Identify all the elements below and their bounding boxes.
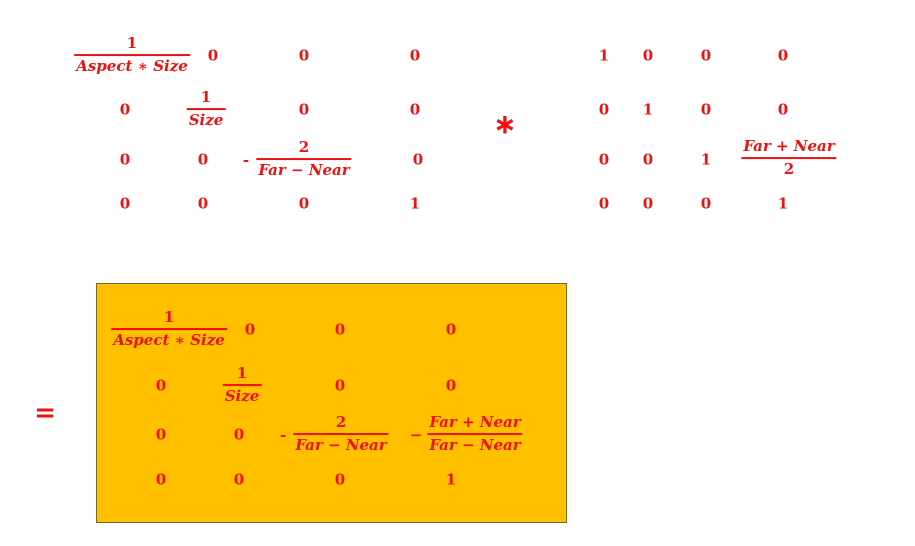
denominator: Size: [187, 112, 226, 129]
result-r0c0-fraction: 1 Aspect ∗ Size: [111, 309, 227, 349]
right-r1c1: 1: [643, 103, 653, 118]
left-r0c1: 0: [208, 49, 218, 64]
right-r1c0: 0: [599, 103, 609, 118]
numerator: 1: [199, 89, 213, 106]
left-r2c1: 0: [198, 153, 208, 168]
right-r3c0: 0: [599, 197, 609, 212]
result-r1c3: 0: [446, 379, 456, 394]
right-r3c3: 1: [778, 197, 788, 212]
fraction-bar: [74, 54, 190, 55]
left-r0c0-fraction: 1 Aspect ∗ Size: [74, 35, 190, 75]
right-r1c2: 0: [701, 103, 711, 118]
numerator: 2: [297, 139, 311, 156]
left-r0c2: 0: [299, 49, 309, 64]
fraction-bar: [293, 433, 388, 434]
left-r2c0: 0: [120, 153, 130, 168]
left-r1c0: 0: [120, 103, 130, 118]
numerator: 1: [162, 309, 176, 326]
result-r1c0: 0: [156, 379, 166, 394]
left-r3c3: 1: [410, 197, 420, 212]
right-r2c0: 0: [599, 153, 609, 168]
right-r2c3-fraction: Far + Near 2: [741, 138, 836, 178]
result-r0c1: 0: [245, 323, 255, 338]
equals-operator: =: [34, 398, 56, 428]
fraction-bar: [223, 384, 262, 385]
result-r2c1: 0: [234, 428, 244, 443]
fraction-bar: [256, 158, 351, 159]
left-r3c1: 0: [198, 197, 208, 212]
result-r0c3: 0: [446, 323, 456, 338]
denominator: 2: [782, 161, 796, 178]
right-r0c2: 0: [701, 49, 711, 64]
left-r0c3: 0: [410, 49, 420, 64]
result-r3c1: 0: [234, 473, 244, 488]
result-r2c2-fraction: 2 Far − Near: [293, 414, 388, 454]
result-r2c0: 0: [156, 428, 166, 443]
result-r1c2: 0: [335, 379, 345, 394]
right-r2c1: 0: [643, 153, 653, 168]
denominator: Size: [223, 388, 262, 405]
right-r1c3: 0: [778, 103, 788, 118]
result-r1c1-fraction: 1 Size: [223, 365, 262, 405]
fraction-bar: [427, 433, 522, 434]
denominator: Far − Near: [256, 162, 351, 179]
fraction-bar: [741, 157, 836, 158]
right-r3c1: 0: [643, 197, 653, 212]
left-r1c2: 0: [299, 103, 309, 118]
right-r0c0: 1: [599, 49, 609, 64]
denominator: Far − Near: [427, 437, 522, 454]
numerator: Far + Near: [427, 414, 522, 431]
denominator: Aspect ∗ Size: [74, 58, 190, 75]
right-r2c2: 1: [701, 153, 711, 168]
left-r2c2-fraction: 2 Far − Near: [256, 139, 351, 179]
result-r2c3-fraction: Far + Near Far − Near: [427, 414, 522, 454]
left-r3c2: 0: [299, 197, 309, 212]
left-r1c3: 0: [410, 103, 420, 118]
result-r3c3: 1: [446, 473, 456, 488]
result-r3c0: 0: [156, 473, 166, 488]
left-r2c2-minus-sign: -: [243, 151, 249, 169]
numerator: Far + Near: [741, 138, 836, 155]
result-r3c2: 0: [335, 473, 345, 488]
result-r2c3-minus-sign: −: [410, 426, 423, 444]
left-r1c1-fraction: 1 Size: [187, 89, 226, 129]
denominator: Aspect ∗ Size: [111, 332, 227, 349]
left-r3c0: 0: [120, 197, 130, 212]
result-r2c2-minus-sign: -: [280, 426, 286, 444]
right-r0c3: 0: [778, 49, 788, 64]
fraction-bar: [111, 328, 227, 329]
right-r3c2: 0: [701, 197, 711, 212]
fraction-bar: [187, 108, 226, 109]
numerator: 1: [235, 365, 249, 382]
result-r0c2: 0: [335, 323, 345, 338]
numerator: 2: [334, 414, 348, 431]
multiply-operator: ∗: [493, 108, 516, 141]
left-r2c3: 0: [413, 153, 423, 168]
numerator: 1: [125, 35, 139, 52]
right-r0c1: 0: [643, 49, 653, 64]
denominator: Far − Near: [293, 437, 388, 454]
